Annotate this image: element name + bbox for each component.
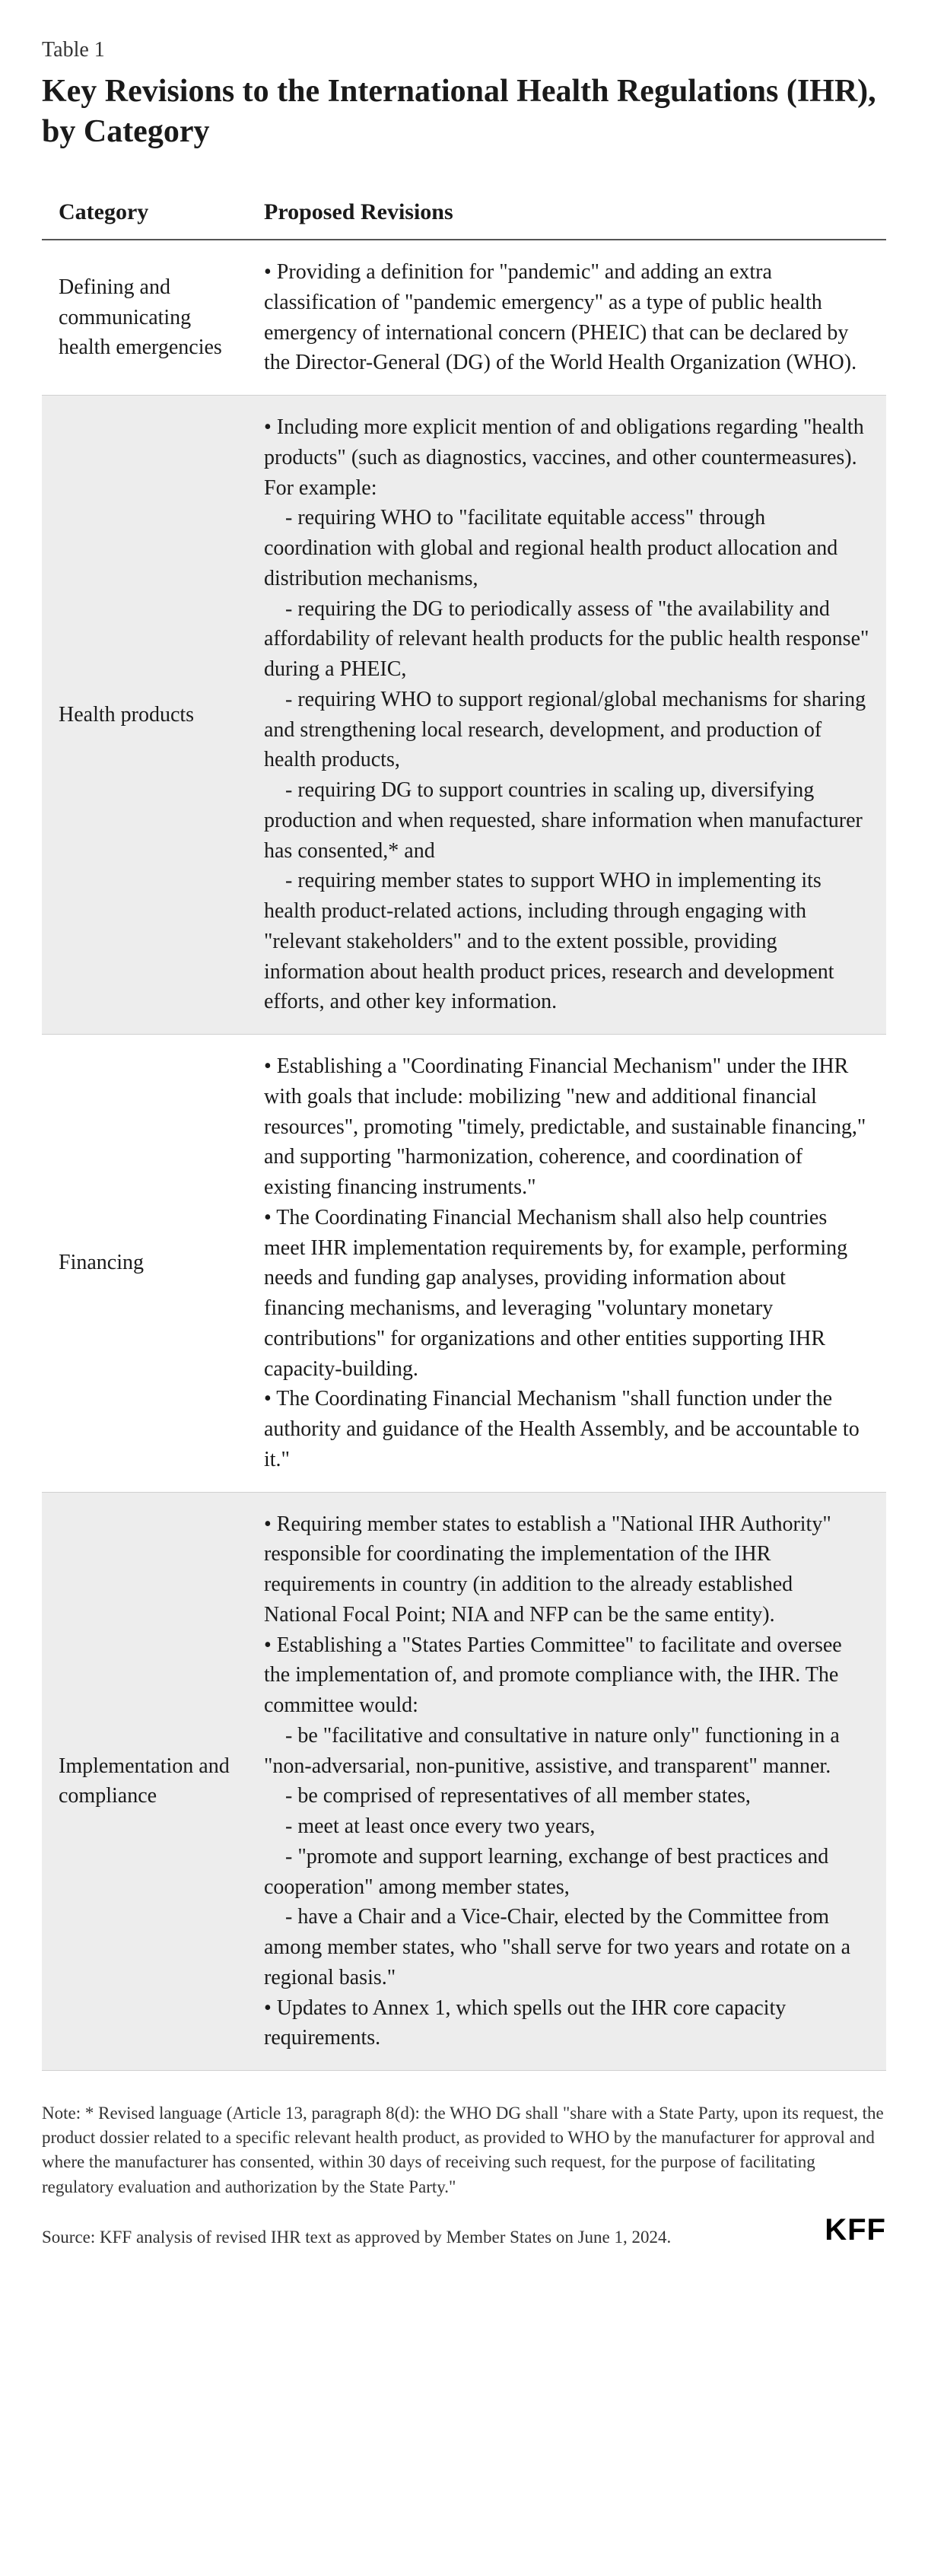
kff-logo: KFF [825,2213,886,2247]
source-row: Source: KFF analysis of revised IHR text… [42,2213,886,2247]
category-cell: Implementation and compliance [42,1492,247,2071]
page-title: Key Revisions to the International Healt… [42,72,886,151]
table-row: Implementation and compliance • Requirin… [42,1492,886,2071]
revision-cell: • Requiring member states to establish a… [247,1492,886,2071]
category-cell: Financing [42,1035,247,1493]
category-cell: Defining and communicating health emerge… [42,240,247,396]
source-text: Source: KFF analysis of revised IHR text… [42,2228,825,2247]
table-row: Health products • Including more explici… [42,396,886,1035]
revision-cell: • Establishing a "Coordinating Financial… [247,1035,886,1493]
revision-cell: • Providing a definition for "pandemic" … [247,240,886,396]
footnote: Note: * Revised language (Article 13, pa… [42,2101,886,2199]
category-cell: Health products [42,396,247,1035]
column-header-revisions: Proposed Revisions [247,186,886,240]
revision-cell: • Including more explicit mention of and… [247,396,886,1035]
column-header-category: Category [42,186,247,240]
table-label: Table 1 [42,38,886,62]
table-row: Financing • Establishing a "Coordinating… [42,1035,886,1493]
table-header-row: Category Proposed Revisions [42,186,886,240]
table-row: Defining and communicating health emerge… [42,240,886,396]
revisions-table: Category Proposed Revisions Defining and… [42,186,886,2071]
